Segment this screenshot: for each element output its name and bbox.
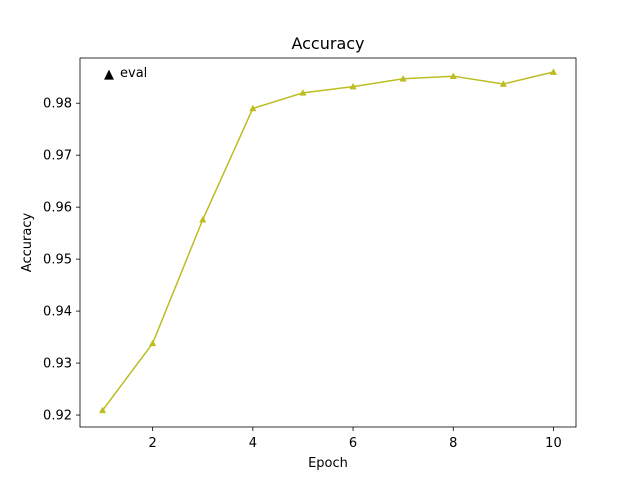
series-point-eval (149, 339, 157, 347)
x-tick-label: 10 (545, 436, 562, 451)
y-axis-ticks: 0.92 0.93 0.94 0.95 0.96 0.97 0.98 (43, 97, 80, 424)
y-tick-label: 0.98 (43, 97, 72, 112)
series-point-eval (98, 406, 107, 414)
legend-label-eval: eval (120, 66, 147, 81)
series-point-eval (249, 104, 257, 112)
series-point-eval (299, 89, 307, 96)
series-point-eval (399, 75, 407, 82)
legend-marker-icon: ▲ (104, 67, 114, 82)
y-tick-label: 0.94 (43, 305, 72, 320)
series-point-eval (349, 82, 357, 90)
series-point-eval (499, 80, 507, 87)
legend: ▲ eval (104, 66, 147, 82)
y-tick-label: 0.93 (43, 357, 72, 372)
x-tick-label: 4 (249, 436, 257, 451)
y-tick-label: 0.92 (43, 409, 72, 424)
series-point-eval (549, 68, 558, 75)
series-point-eval (199, 215, 207, 223)
y-tick-label: 0.97 (43, 149, 72, 164)
plot-frame (79, 57, 577, 428)
y-tick-label: 0.95 (43, 253, 72, 268)
x-axis-label: Epoch (308, 456, 348, 471)
series-layer (98, 68, 558, 414)
x-tick-label: 2 (149, 436, 157, 451)
x-axis-ticks: 2 4 6 8 10 (149, 427, 562, 451)
x-tick-label: 6 (349, 436, 357, 451)
plot-area (80, 58, 576, 427)
series-line-eval (101, 71, 554, 411)
chart-title: Accuracy (291, 34, 364, 53)
y-tick-label: 0.96 (43, 201, 72, 216)
y-axis-label: Accuracy (20, 213, 35, 273)
x-tick-label: 8 (449, 436, 457, 451)
series-point-eval (449, 72, 457, 79)
